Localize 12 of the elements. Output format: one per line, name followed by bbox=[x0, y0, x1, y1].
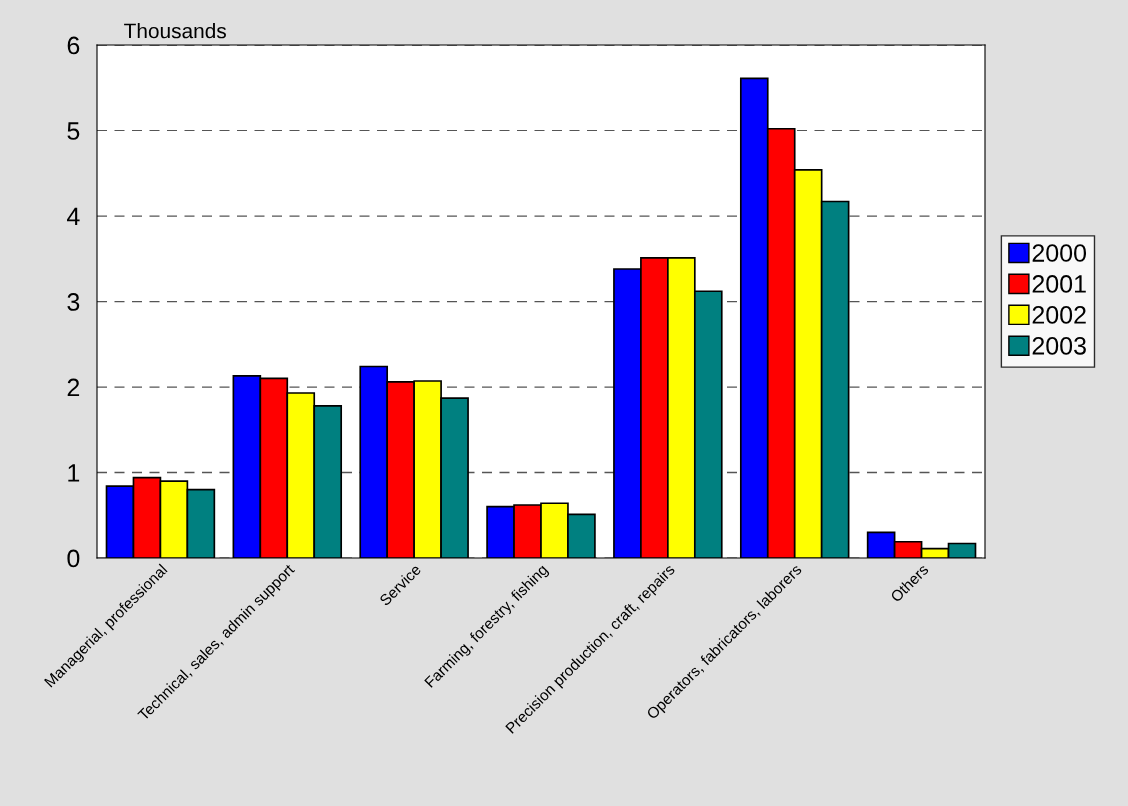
legend-label: 2000 bbox=[1032, 244, 1087, 262]
y-tick-label: 3 bbox=[67, 293, 80, 311]
y-tick-label: 4 bbox=[67, 207, 80, 226]
y-tick-label: 6 bbox=[67, 36, 80, 55]
y-tick-label: 0 bbox=[67, 549, 80, 568]
legend-label: 2001 bbox=[1032, 275, 1086, 293]
y-tick-label: 5 bbox=[67, 122, 80, 140]
y-axis-title: Thousands bbox=[124, 23, 226, 39]
y-tick-label: 2 bbox=[67, 378, 80, 397]
y-tick-label: 1 bbox=[68, 464, 80, 482]
legend-label: 2003 bbox=[1032, 336, 1086, 355]
legend-label: 2002 bbox=[1032, 306, 1086, 324]
